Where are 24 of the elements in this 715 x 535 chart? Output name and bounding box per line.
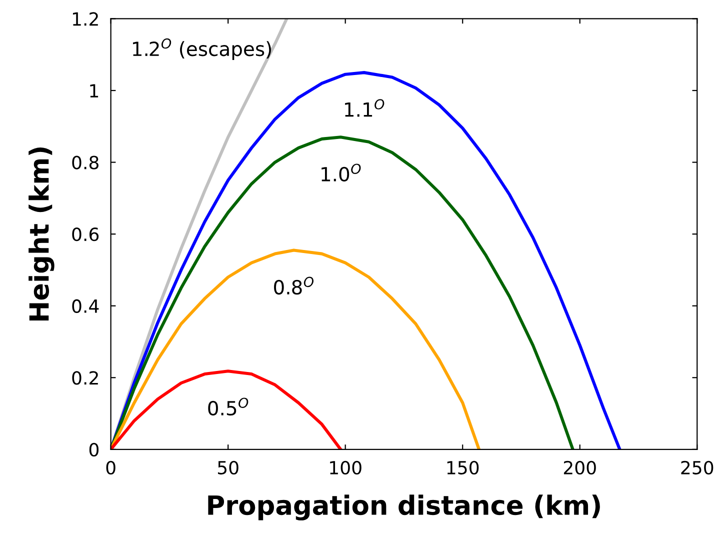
y-tick-label: 0.8 xyxy=(72,156,98,170)
y-tick-label: 1.2 xyxy=(72,12,98,26)
line-series xyxy=(110,370,342,450)
series-label: 0.5$^{O}$ xyxy=(208,398,248,416)
x-tick-label: 50 xyxy=(218,460,238,474)
x-tick-label: 200 xyxy=(564,460,596,474)
x-tick-label: 0 xyxy=(106,460,116,474)
y-tick-label: 1 xyxy=(90,84,98,98)
series-label: 0.8$^{O}$ xyxy=(274,276,314,295)
line-series xyxy=(110,136,574,450)
x-tick-label: 150 xyxy=(447,460,479,474)
y-tick-label: 0.4 xyxy=(72,299,99,313)
series-label: 1.2$^{O}$ (escapes) xyxy=(133,38,271,60)
y-tick-label: 0.2 xyxy=(72,371,98,385)
y-tick-label: 0.6 xyxy=(72,228,99,242)
line-series xyxy=(110,71,622,450)
y-tick-label: 0 xyxy=(89,442,99,457)
x-tick-label: 100 xyxy=(330,460,362,474)
series-label: 1.0$^{O}$ xyxy=(322,164,361,182)
line-series xyxy=(110,248,481,450)
x-axis-title: Propagation distance (km) xyxy=(208,494,600,520)
series-label: 1.1$^{O}$ xyxy=(345,99,384,117)
x-tick-label: 250 xyxy=(681,460,714,474)
y-axis-title: Height (km) xyxy=(28,147,54,320)
